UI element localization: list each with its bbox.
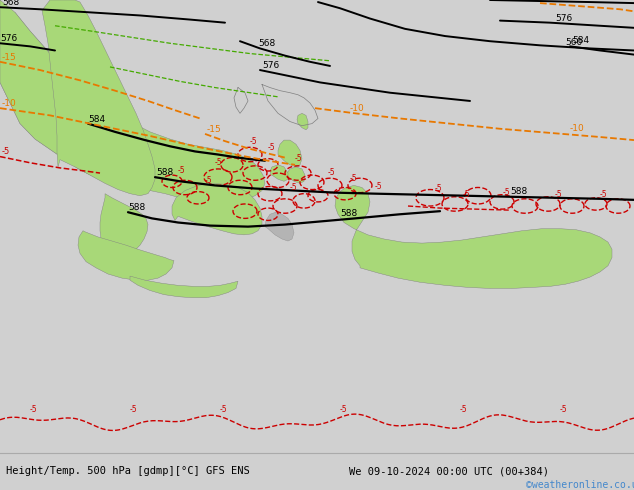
Text: 584: 584 bbox=[572, 36, 589, 46]
Text: -5: -5 bbox=[350, 174, 358, 183]
Text: We 09-10-2024 00:00 UTC (00+384): We 09-10-2024 00:00 UTC (00+384) bbox=[349, 466, 548, 476]
Text: -15: -15 bbox=[558, 0, 573, 2]
Text: -15: -15 bbox=[2, 53, 16, 62]
Polygon shape bbox=[130, 276, 238, 298]
Text: -5: -5 bbox=[560, 405, 567, 414]
Polygon shape bbox=[270, 165, 288, 181]
Text: -10: -10 bbox=[570, 124, 585, 133]
Text: 576: 576 bbox=[262, 61, 279, 70]
Text: 560: 560 bbox=[318, 0, 335, 2]
Polygon shape bbox=[265, 212, 294, 241]
Text: -5: -5 bbox=[555, 190, 562, 199]
Polygon shape bbox=[0, 0, 130, 160]
Text: 568: 568 bbox=[2, 0, 19, 7]
Text: 576: 576 bbox=[0, 34, 17, 43]
Polygon shape bbox=[287, 167, 305, 183]
Text: 568: 568 bbox=[258, 39, 275, 49]
Text: 588: 588 bbox=[156, 168, 173, 177]
Text: -5: -5 bbox=[328, 168, 335, 177]
Text: -5: -5 bbox=[205, 176, 212, 185]
Text: -5: -5 bbox=[178, 166, 186, 175]
Polygon shape bbox=[297, 113, 308, 130]
Polygon shape bbox=[100, 194, 148, 258]
Polygon shape bbox=[172, 183, 262, 235]
Text: -15: -15 bbox=[207, 125, 222, 134]
Polygon shape bbox=[335, 185, 612, 289]
Polygon shape bbox=[0, 0, 265, 204]
Text: -5: -5 bbox=[30, 405, 37, 414]
Text: -5: -5 bbox=[250, 137, 257, 147]
Polygon shape bbox=[42, 0, 155, 196]
Text: -5: -5 bbox=[600, 190, 607, 199]
Text: -5: -5 bbox=[463, 190, 470, 199]
Text: 588: 588 bbox=[340, 209, 357, 219]
Text: -5: -5 bbox=[375, 182, 383, 191]
Polygon shape bbox=[278, 140, 302, 167]
Text: -5: -5 bbox=[503, 188, 510, 197]
Polygon shape bbox=[78, 231, 174, 280]
Text: -5: -5 bbox=[2, 147, 10, 155]
Text: -5: -5 bbox=[130, 405, 138, 414]
Text: -10: -10 bbox=[350, 104, 365, 113]
Text: -5: -5 bbox=[295, 154, 302, 163]
Text: -5: -5 bbox=[268, 144, 276, 152]
Text: -5: -5 bbox=[290, 183, 297, 192]
Text: -5: -5 bbox=[340, 405, 347, 414]
Text: Height/Temp. 500 hPa [gdmp][°C] GFS ENS: Height/Temp. 500 hPa [gdmp][°C] GFS ENS bbox=[6, 466, 250, 476]
Text: -5: -5 bbox=[460, 405, 468, 414]
Text: -5: -5 bbox=[220, 405, 228, 414]
Text: -5: -5 bbox=[435, 184, 443, 193]
Text: 584: 584 bbox=[88, 115, 105, 123]
Text: 588: 588 bbox=[510, 187, 527, 196]
Text: ©weatheronline.co.uk: ©weatheronline.co.uk bbox=[526, 480, 634, 490]
Text: -10: -10 bbox=[2, 99, 16, 108]
Text: 560: 560 bbox=[565, 38, 582, 48]
Text: 588: 588 bbox=[128, 203, 145, 212]
Text: 576: 576 bbox=[555, 14, 573, 23]
Text: -5: -5 bbox=[215, 158, 223, 167]
